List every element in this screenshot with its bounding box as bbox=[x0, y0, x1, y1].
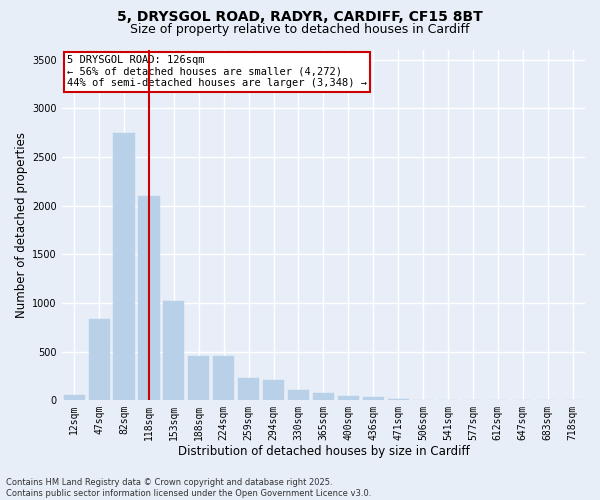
Bar bbox=[313, 393, 334, 400]
Text: Size of property relative to detached houses in Cardiff: Size of property relative to detached ho… bbox=[130, 22, 470, 36]
Text: Contains HM Land Registry data © Crown copyright and database right 2025.
Contai: Contains HM Land Registry data © Crown c… bbox=[6, 478, 371, 498]
Bar bbox=[263, 380, 284, 400]
Bar bbox=[113, 132, 134, 400]
Text: 5 DRYSGOL ROAD: 126sqm
← 56% of detached houses are smaller (4,272)
44% of semi-: 5 DRYSGOL ROAD: 126sqm ← 56% of detached… bbox=[67, 56, 367, 88]
Bar bbox=[388, 399, 409, 400]
Bar bbox=[139, 196, 160, 400]
X-axis label: Distribution of detached houses by size in Cardiff: Distribution of detached houses by size … bbox=[178, 444, 469, 458]
Bar bbox=[163, 301, 184, 400]
Bar bbox=[188, 356, 209, 400]
Bar bbox=[362, 398, 384, 400]
Text: 5, DRYSGOL ROAD, RADYR, CARDIFF, CF15 8BT: 5, DRYSGOL ROAD, RADYR, CARDIFF, CF15 8B… bbox=[117, 10, 483, 24]
Bar bbox=[213, 356, 235, 400]
Bar bbox=[238, 378, 259, 400]
Y-axis label: Number of detached properties: Number of detached properties bbox=[15, 132, 28, 318]
Bar bbox=[64, 396, 85, 400]
Bar bbox=[338, 396, 359, 400]
Bar bbox=[288, 390, 309, 400]
Bar bbox=[89, 320, 110, 400]
